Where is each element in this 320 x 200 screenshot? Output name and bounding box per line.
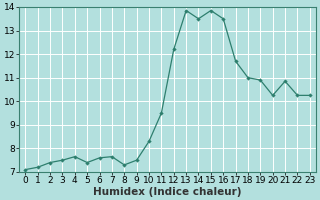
X-axis label: Humidex (Indice chaleur): Humidex (Indice chaleur): [93, 187, 242, 197]
